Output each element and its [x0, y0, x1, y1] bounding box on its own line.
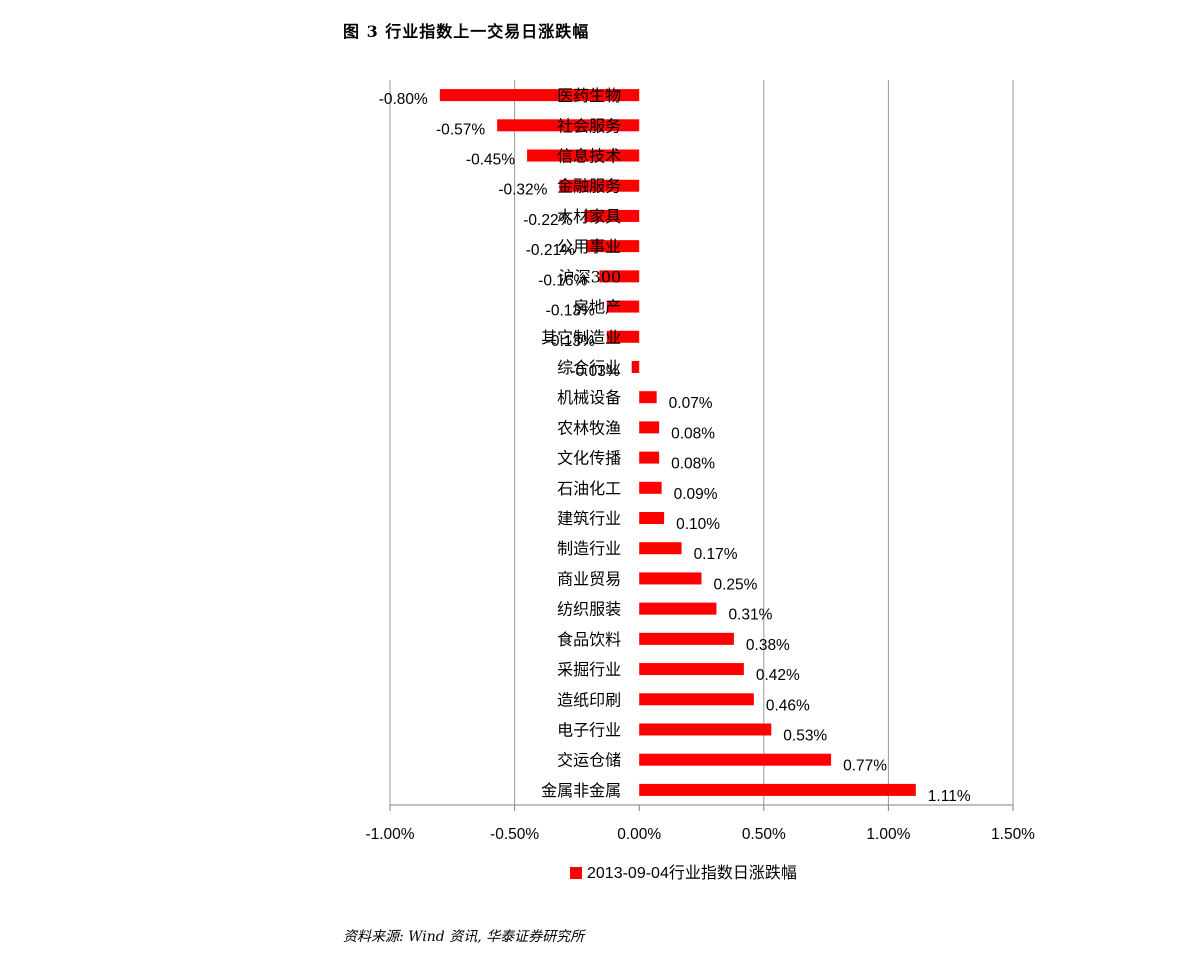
bar	[439, 89, 640, 102]
category-label: 房地产	[573, 298, 621, 317]
bar	[606, 330, 640, 343]
data-label: 0.08%	[671, 425, 715, 442]
category-label: 商业贸易	[557, 569, 621, 588]
legend-swatch	[570, 867, 582, 879]
bar	[639, 723, 772, 736]
x-tick-labels: -1.00% -0.50% 0.00% 0.50% 1.00% 1.50%	[365, 826, 1035, 843]
category-label: 公用事业	[557, 237, 621, 256]
bar	[606, 300, 640, 313]
category-label: 金融服务	[557, 177, 621, 196]
bar	[639, 481, 662, 494]
bar	[527, 149, 640, 162]
data-label: -0.32%	[498, 182, 547, 199]
bar	[639, 632, 734, 645]
legend: 2013-09-04行业指数日涨跌幅	[570, 864, 797, 882]
data-label: -0.03%	[571, 363, 620, 380]
category-label: 建筑行业	[557, 509, 621, 528]
data-label: 0.25%	[714, 576, 758, 593]
category-label: 综合行业	[557, 358, 621, 377]
category-label: 制造行业	[557, 539, 621, 558]
data-label: 0.17%	[694, 546, 738, 563]
bar	[599, 270, 640, 283]
data-label: 0.77%	[843, 758, 887, 775]
figure-title: 图 3 行业指数上一交易日涨跌幅	[343, 22, 590, 41]
category-label: 木材家具	[557, 207, 621, 226]
x-tick-label: -0.50%	[490, 826, 539, 843]
data-label: 1.11%	[928, 788, 971, 805]
legend-label: 2013-09-04行业指数日涨跌幅	[587, 864, 797, 882]
category-label: 采掘行业	[557, 660, 621, 679]
category-label: 农林牧渔	[557, 418, 621, 437]
bar	[639, 391, 657, 404]
category-label: 其它制造业	[541, 328, 621, 347]
bar	[631, 360, 640, 373]
bar	[639, 451, 660, 464]
bar	[639, 602, 717, 615]
data-label: 0.08%	[671, 456, 715, 473]
data-label: 0.38%	[746, 637, 790, 654]
data-label: -0.22%	[523, 212, 572, 229]
category-label: 交运仓储	[557, 751, 621, 770]
category-label: 沪深300	[559, 267, 622, 286]
data-label: 0.07%	[669, 395, 713, 412]
grid-lines	[389, 80, 1014, 811]
category-label: 文化传播	[557, 449, 621, 468]
category-label: 机械设备	[557, 388, 621, 407]
bar	[639, 693, 754, 706]
x-tick-label: 1.50%	[991, 826, 1035, 843]
x-tick-label: -1.00%	[365, 826, 414, 843]
data-label: 0.46%	[766, 697, 810, 714]
bar	[639, 753, 832, 766]
data-label: 0.09%	[674, 486, 718, 503]
x-tick-label: 1.00%	[866, 826, 910, 843]
category-label: 社会服务	[557, 116, 621, 135]
bar	[639, 663, 744, 676]
bar	[497, 119, 640, 132]
bar	[639, 512, 665, 525]
data-label: -0.13%	[546, 333, 595, 350]
bar	[639, 542, 682, 555]
bar	[559, 179, 640, 192]
bar	[639, 421, 660, 434]
bar	[639, 572, 702, 585]
data-label: 0.10%	[676, 516, 720, 533]
data-label: -0.45%	[466, 152, 515, 169]
data-label: -0.13%	[546, 303, 595, 320]
x-tick-label: 0.50%	[742, 826, 786, 843]
category-label: 造纸印刷	[557, 690, 621, 709]
category-label: 医药生物	[557, 86, 621, 105]
category-label: 金属非金属	[541, 781, 621, 800]
category-label: 纺织服装	[557, 600, 621, 619]
source-note: 资料来源: Wind 资讯, 华泰证券研究所	[343, 929, 585, 945]
data-label: -0.80%	[379, 91, 428, 108]
category-label: 石油化工	[557, 479, 621, 498]
x-tick-label: 0.00%	[617, 826, 661, 843]
data-label: 0.31%	[728, 607, 772, 624]
data-labels: -0.80% -0.57% -0.45% -0.32% -0.22% -0.21% -0.1…	[379, 91, 971, 805]
data-label: -0.57%	[436, 121, 485, 138]
data-label: -0.21%	[526, 242, 575, 259]
data-label: 0.53%	[783, 727, 827, 744]
bar	[639, 783, 916, 796]
bar	[586, 240, 640, 253]
category-label: 食品饮料	[557, 630, 621, 649]
data-label: 0.42%	[756, 667, 800, 684]
bars	[439, 89, 916, 796]
category-label: 信息技术	[557, 147, 621, 166]
bar	[584, 209, 640, 222]
category-label: 电子行业	[557, 720, 621, 739]
data-label: -0.16%	[538, 272, 587, 289]
